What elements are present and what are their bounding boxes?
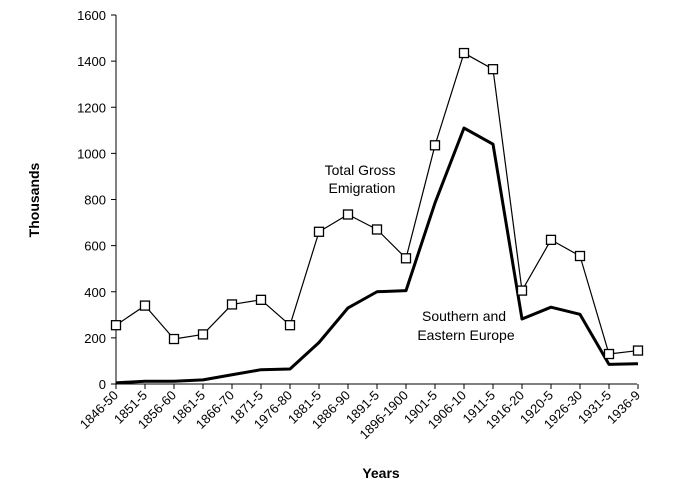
total-emigration-point: [139, 300, 151, 311]
y-tick-label: 400: [84, 285, 106, 300]
y-tick-label: 1400: [77, 54, 106, 69]
total-emigration-label-line2: Emigration: [329, 180, 396, 196]
total-emigration-point: [313, 226, 325, 237]
series-markers: [110, 47, 644, 360]
y-axis-title: Thousands: [26, 162, 42, 237]
total-emigration-point: [110, 320, 122, 331]
series-lines: [115, 52, 639, 385]
total-emigration-point: [284, 320, 296, 331]
y-tick-label: 1600: [77, 8, 106, 23]
total-emigration-label: Total Gross Emigration: [325, 162, 400, 196]
total-emigration-label-line1: Total Gross: [325, 162, 396, 178]
total-emigration-point: [168, 333, 180, 345]
plot-area: [115, 15, 637, 385]
southern-eastern-label: Southern and Eastern Europe: [417, 308, 514, 343]
total-emigration-point: [487, 64, 499, 75]
southern-eastern-label-line1: Southern and: [422, 308, 506, 324]
total-emigration-point: [371, 224, 383, 235]
southern-eastern-label-line2: Eastern Europe: [417, 327, 514, 343]
x-axis-title: Years: [362, 465, 400, 481]
total-emigration-point: [574, 250, 586, 262]
total-emigration-point: [458, 47, 470, 59]
total-emigration-point: [632, 345, 644, 356]
total-emigration-point: [226, 299, 238, 310]
y-tick-label: 0: [99, 377, 106, 392]
y-axis-ticks: 0 200 400 600 800 1000 1200 1400 1600: [77, 8, 116, 392]
x-tick-label: 1936-9: [604, 388, 643, 427]
y-tick-label: 1200: [77, 100, 106, 115]
y-tick-label: 200: [84, 331, 106, 346]
y-tick-label: 800: [84, 193, 106, 208]
total-emigration-point: [516, 285, 528, 296]
total-emigration-point: [545, 234, 557, 246]
x-axis-ticks: 1846-501851-51856-601861-51866-701871-51…: [77, 384, 643, 442]
total-emigration-point: [603, 348, 615, 360]
total-emigration-point: [400, 253, 412, 264]
total-emigration-point: [342, 209, 354, 220]
total-emigration-point: [197, 329, 209, 340]
x-tick-label: 1846-50: [77, 388, 121, 432]
y-tick-label: 1000: [77, 146, 106, 161]
y-tick-label: 600: [84, 239, 106, 254]
southern-eastern-line: [115, 126, 639, 385]
total-emigration-point: [429, 140, 441, 151]
total-emigration-point: [255, 294, 267, 305]
